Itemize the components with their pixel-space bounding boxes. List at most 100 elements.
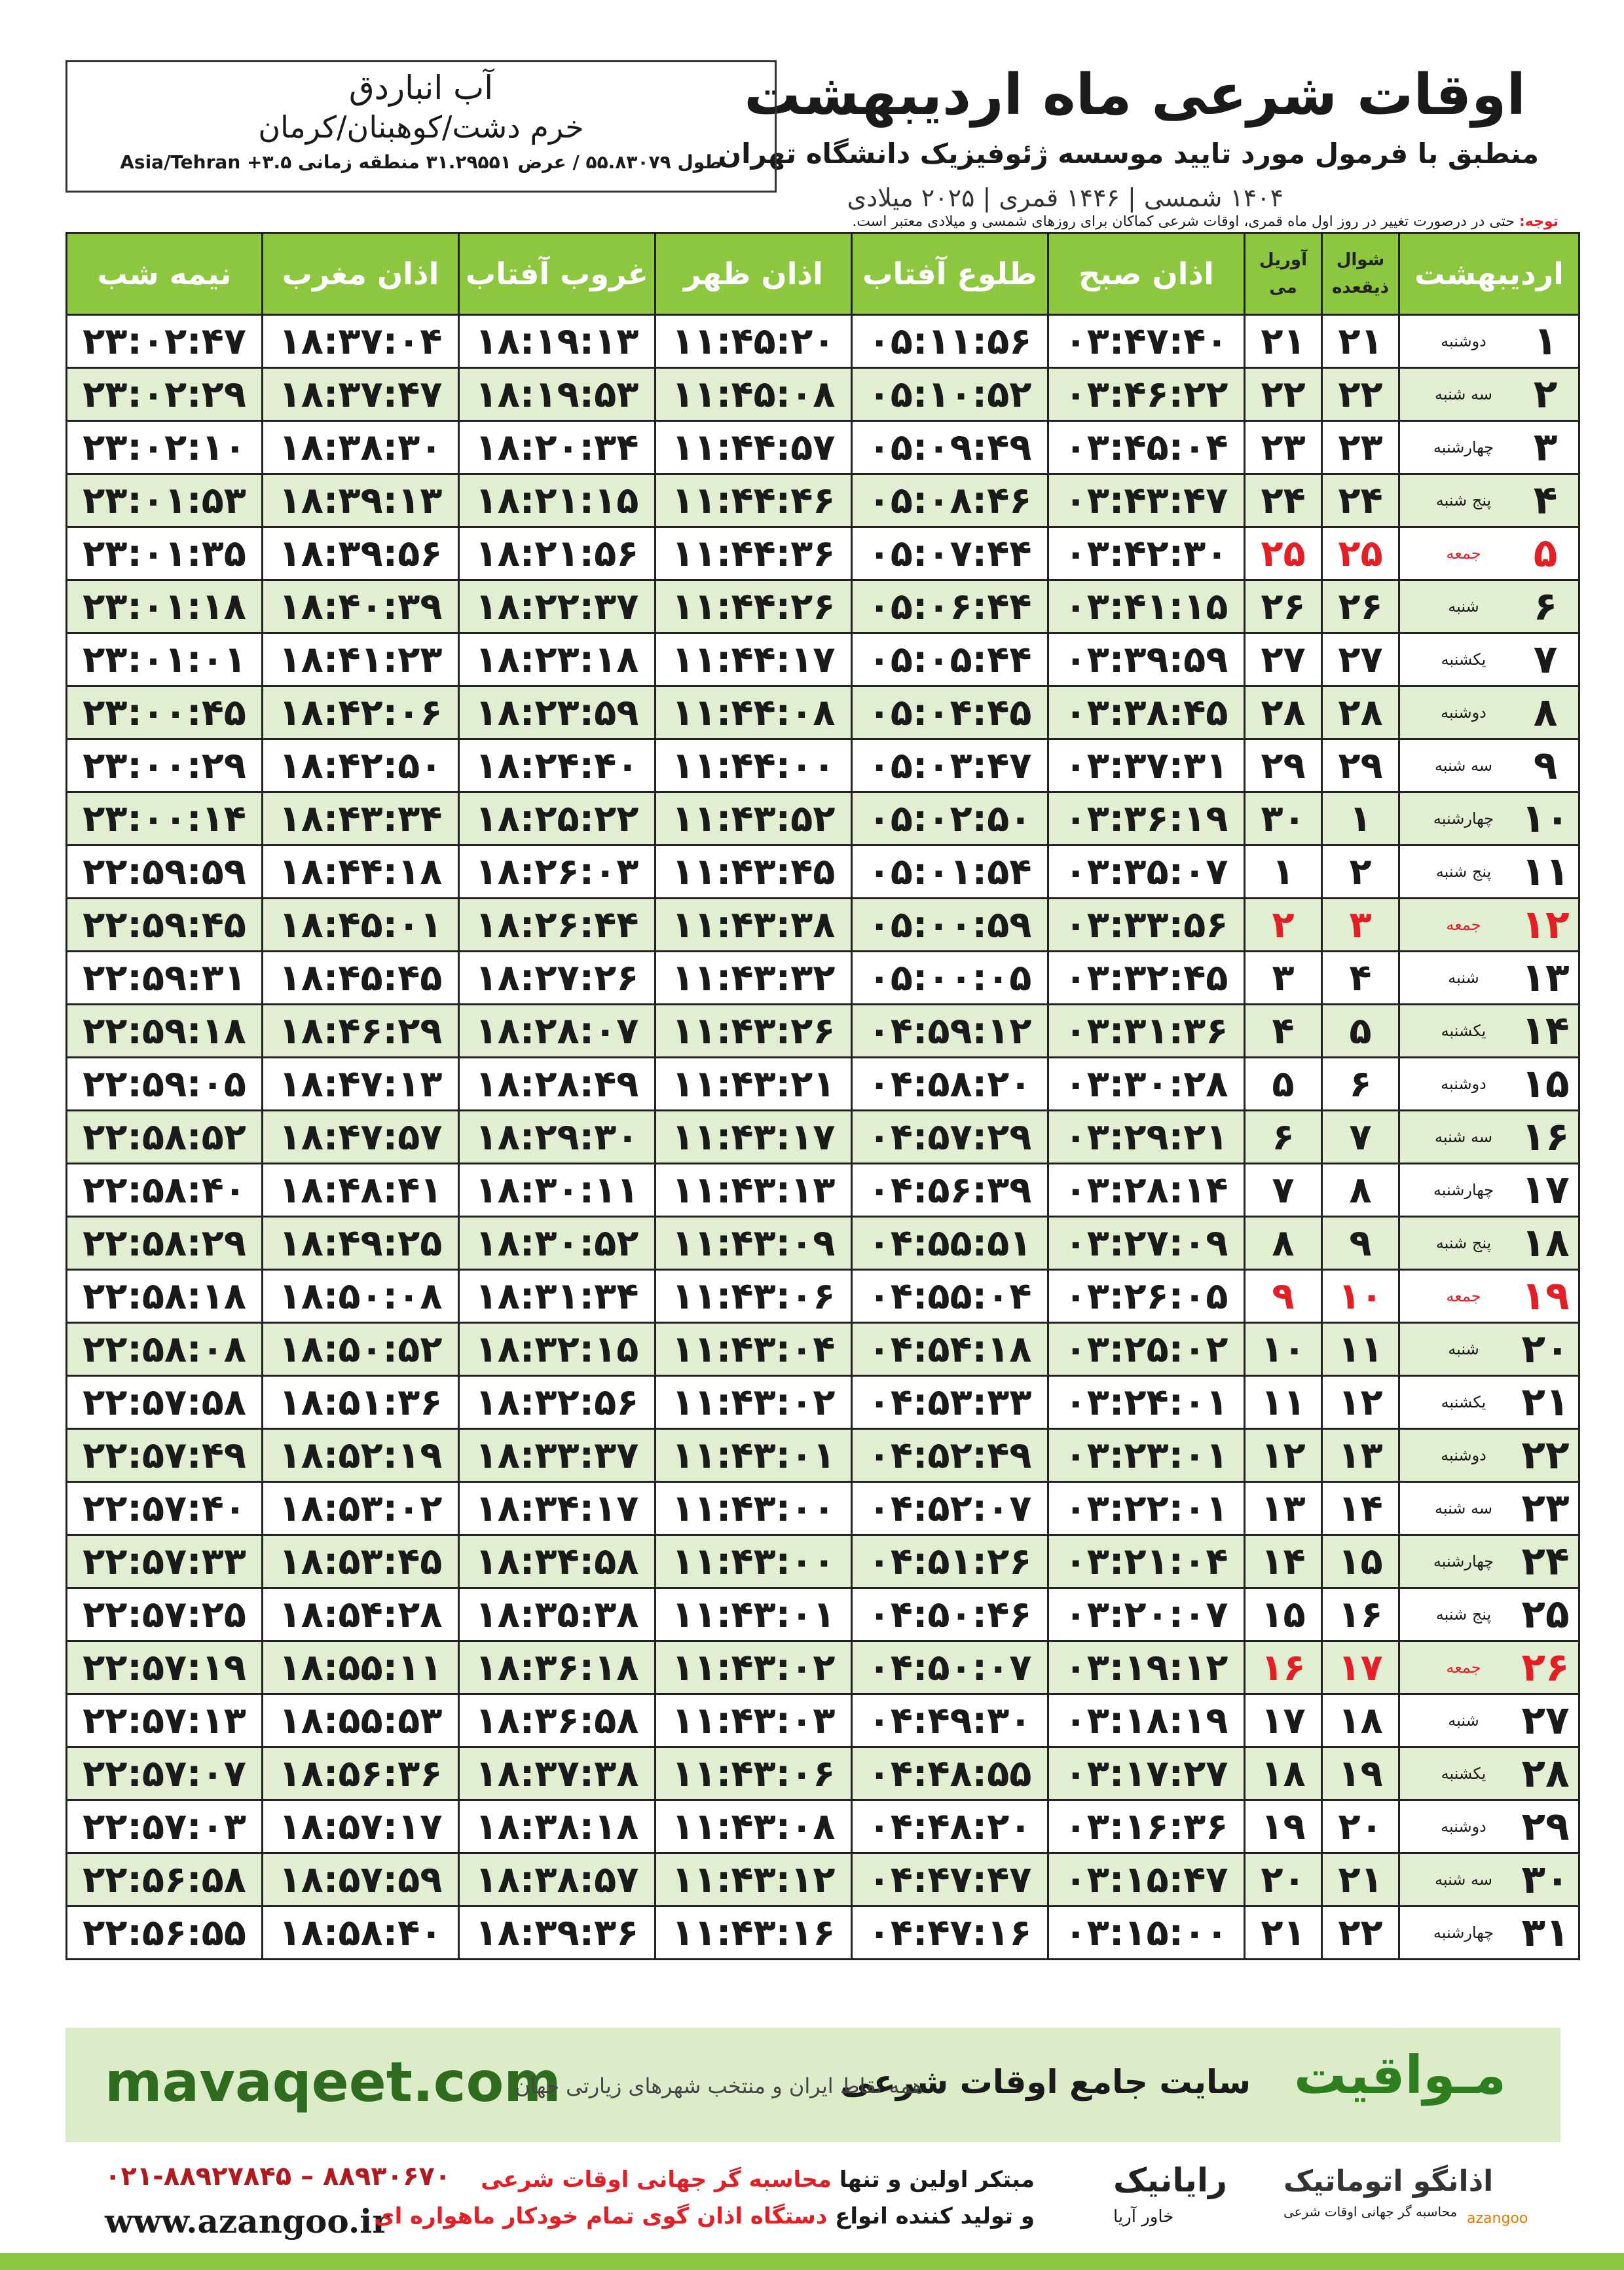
weekday: پنج شنبه [1435,1234,1492,1253]
day-cell: ۲۹ دوشنبه [1398,1799,1580,1854]
time-cell: ۰۴:۴۷:۱۶ [851,1905,1049,1960]
date-cell: ۱۶ [1321,1587,1400,1642]
time-cell: ۱۱:۴۴:۰۰ [654,738,853,793]
day-number: ۸ [1533,690,1558,736]
date-cell: ۱۵ [1321,1534,1400,1589]
time-cell: ۱۱:۴۳:۳۲ [654,950,853,1005]
location-box: آب انباردق خرم دشت/کوهبنان/کرمان طول ۵۵.… [65,60,777,193]
date-cell: ۱۸ [1321,1693,1400,1748]
time-cell: ۱۸:۲۴:۴۰ [458,738,656,793]
day-cell: ۱۸ پنج شنبه [1398,1216,1580,1271]
day-number: ۱۴ [1521,1008,1570,1054]
date-cell: ۲۷ [1244,632,1323,687]
day-number: ۱۸ [1521,1220,1570,1267]
time-cell: ۲۳:۰۰:۲۹ [65,738,263,793]
time-cell: ۱۱:۴۳:۰۶ [654,1746,853,1801]
time-cell: ۱۱:۴۳:۳۸ [654,897,853,952]
location-coords: طول ۵۵.۸۳۰۷۹ / عرض ۳۱.۲۹۵۵۱ منطقه زمانی … [120,151,722,173]
time-cell: ۰۳:۳۹:۵۹ [1047,632,1246,687]
time-cell: ۰۳:۲۲:۰۱ [1047,1481,1246,1536]
time-cell: ۱۸:۳۹:۳۶ [458,1905,656,1960]
time-cell: ۰۳:۳۰:۲۸ [1047,1056,1246,1111]
day-number: ۱۶ [1521,1114,1570,1161]
time-cell: ۰۳:۳۳:۵۶ [1047,897,1246,952]
time-cell: ۱۸:۱۹:۱۳ [458,314,656,369]
day-number: ۱۷ [1521,1167,1570,1214]
time-cell: ۱۱:۴۳:۴۵ [654,844,853,899]
time-cell: ۰۵:۰۹:۴۹ [851,420,1049,475]
title: اوقات شرعی ماه اردیبهشت [744,62,1526,128]
day-cell: ۱۰ چهارشنبه [1398,791,1580,846]
time-cell: ۲۲:۵۷:۴۹ [65,1428,263,1483]
time-cell: ۱۸:۴۵:۴۵ [261,950,460,1005]
time-cell: ۰۵:۰۰:۵۹ [851,897,1049,952]
date-cell: ۴ [1244,1003,1323,1058]
day-cell: ۱۵ دوشنبه [1398,1056,1580,1111]
header-cell: اذان ظهر [654,232,853,316]
day-cell: ۵ جمعه [1398,526,1580,581]
day-cell: ۱۹ جمعه [1398,1269,1580,1324]
date-cell: ۸ [1321,1163,1400,1218]
time-cell: ۰۳:۱۸:۱۹ [1047,1693,1246,1748]
row: ۲۲ دوشنبه ۱۳ ۱۲ ۰۳:۲۳:۰۱ ۰۴:۵۲:۴۹ ۱۱:۴۳:۰۱ ۱۸:۳… [65,1428,1580,1483]
time-cell: ۱۸:۵۳:۰۲ [261,1481,460,1536]
day-number: ۲۴ [1521,1538,1570,1585]
day-cell: ۲۸ یکشنبه [1398,1746,1580,1801]
time-cell: ۰۳:۲۳:۰۱ [1047,1428,1246,1483]
weekday: چهارشنبه [1433,1924,1494,1943]
row: ۷یکشنبه ۲۷ ۲۷ ۰۳:۳۹:۵۹ ۰۵:۰۵:۴۴ ۱۱:۴۴:۱۷ ۱۸:۲۳… [65,632,1580,687]
time-cell: ۰۴:۵۲:۴۹ [851,1428,1049,1483]
date-cell: ۷ [1244,1163,1323,1218]
time-cell: ۱۱:۴۳:۰۴ [654,1322,853,1377]
time-cell: ۱۸:۴۰:۳۹ [261,579,460,634]
time-cell: ۰۵:۰۶:۴۴ [851,579,1049,634]
date-cell: ۲۹ [1244,738,1323,793]
time-cell: ۱۸:۵۰:۰۸ [261,1269,460,1324]
time-cell: ۱۸:۲۹:۳۰ [458,1109,656,1164]
time-cell: ۱۸:۳۶:۵۸ [458,1693,656,1748]
day-number: ۲۲ [1521,1432,1570,1479]
time-cell: ۱۱:۴۴:۲۶ [654,579,853,634]
web[interactable]: www.azangoo.ir [105,2202,390,2241]
subtitle: منطبق با فرمول مورد تایید موسسه ژئوفیزیک… [718,138,1539,170]
day-cell: ۲۰ شنبه [1398,1322,1580,1377]
time-cell: ۱۸:۳۱:۳۴ [458,1269,656,1324]
time-cell: ۰۳:۳۶:۱۹ [1047,791,1246,846]
site[interactable]: mavaqeet.com [105,2050,561,2114]
day-cell: ۲۳ سه شنبه [1398,1481,1580,1536]
time-cell: ۰۴:۵۹:۱۲ [851,1003,1049,1058]
time-cell: ۲۳:۰۲:۴۷ [65,314,263,369]
time-cell: ۱۸:۵۸:۴۰ [261,1905,460,1960]
time-cell: ۱۸:۳۳:۳۷ [458,1428,656,1483]
time-cell: ۱۸:۴۵:۰۱ [261,897,460,952]
weekday: یکشنبه [1441,1393,1486,1412]
weekday: سه شنبه [1434,1499,1493,1518]
date-cell: ۲۱ [1321,1852,1400,1907]
day-cell: ۲۶ جمعه [1398,1640,1580,1695]
time-cell: ۱۸:۵۰:۵۲ [261,1322,460,1377]
date-cell: ۲۱ [1244,314,1323,369]
time-cell: ۱۸:۲۷:۲۶ [458,950,656,1005]
time-cell: ۱۸:۳۹:۱۳ [261,473,460,528]
weekday: یکشنبه [1441,650,1486,669]
time-cell: ۱۸:۳۷:۳۸ [458,1746,656,1801]
day-number: ۱۳ [1521,955,1570,1001]
time-cell: ۱۸:۲۰:۳۴ [458,420,656,475]
time-cell: ۱۸:۳۲:۵۶ [458,1375,656,1430]
date-cell: ۲۱ [1321,314,1400,369]
row: ۳۱چهارشنبه ۲۲ ۲۱ ۰۳:۱۵:۰۰ ۰۴:۴۷:۱۶ ۱۱:۴۳:۱۶ ۱۸… [65,1905,1580,1960]
time-cell: ۱۸:۱۹:۵۳ [458,367,656,422]
time-cell: ۱۸:۳۴:۵۸ [458,1534,656,1589]
date-cell: ۱۲ [1244,1428,1323,1483]
row: ۹سه شنبه ۲۹ ۲۹ ۰۳:۳۷:۳۱ ۰۵:۰۳:۴۷ ۱۱:۴۴:۰۰ ۱۸:۲… [65,738,1580,793]
time-cell: ۱۱:۴۳:۱۶ [654,1905,853,1960]
header-row: اردیبهشت شوال ذیقعده آوریل می اذان صبح طلوع آف… [65,232,1580,316]
promo: مبتکر اولین و تنها محاسبه گر جهانی اوقات… [374,2161,1035,2235]
day-cell: ۲۱ یکشنبه [1398,1375,1580,1430]
weekday: سه شنبه [1434,1870,1493,1889]
day-number: ۱۲ [1521,902,1570,948]
date-cell: ۶ [1244,1109,1323,1164]
date-cell: ۱۲ [1321,1375,1400,1430]
day-cell: ۱۷ چهارشنبه [1398,1163,1580,1218]
